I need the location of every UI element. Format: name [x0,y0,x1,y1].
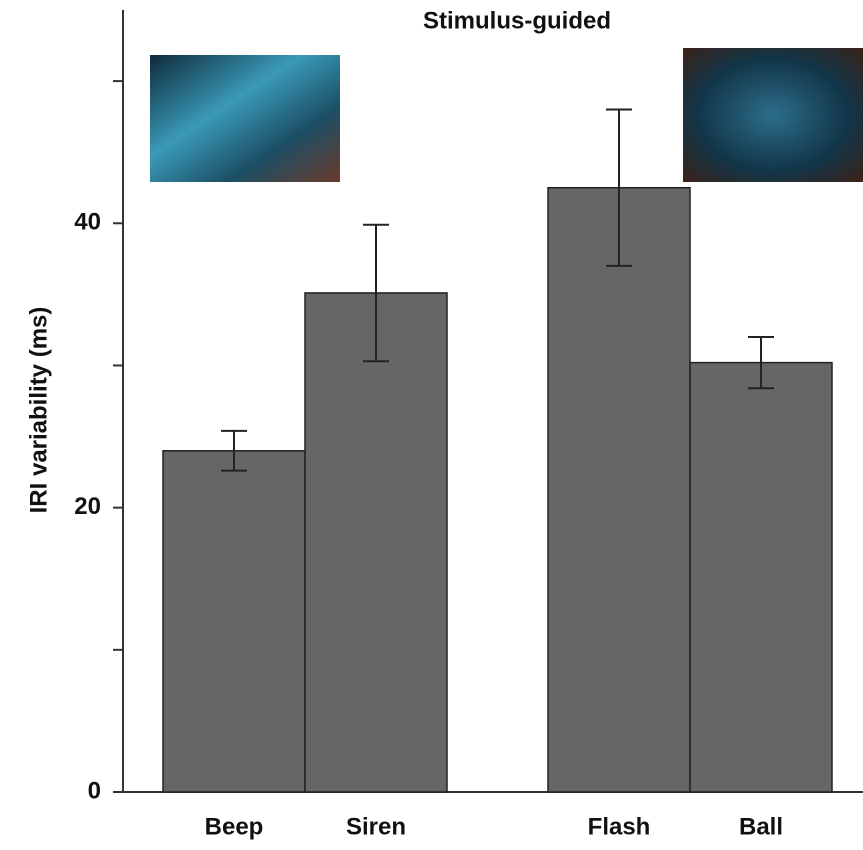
x-tick-label: Beep [205,813,264,840]
stimulus-image [150,55,340,182]
y-tick-label: 40 [74,209,101,236]
stimulus-image [683,48,863,182]
x-tick-label: Siren [346,813,406,840]
x-tick-label: Flash [588,813,651,840]
y-tick-label: 0 [88,777,101,804]
bar [162,450,306,793]
x-tick-label: Ball [739,813,783,840]
bar [689,361,833,793]
error-bar [606,108,632,267]
y-axis-label: IRI variability (ms) [25,307,52,514]
bar [304,292,448,793]
error-bar [748,336,774,390]
chart-title: Stimulus-guided [423,7,611,34]
y-tick-label: 20 [74,493,101,520]
error-bar [221,429,247,472]
bar [547,186,691,793]
error-bar [363,223,389,363]
